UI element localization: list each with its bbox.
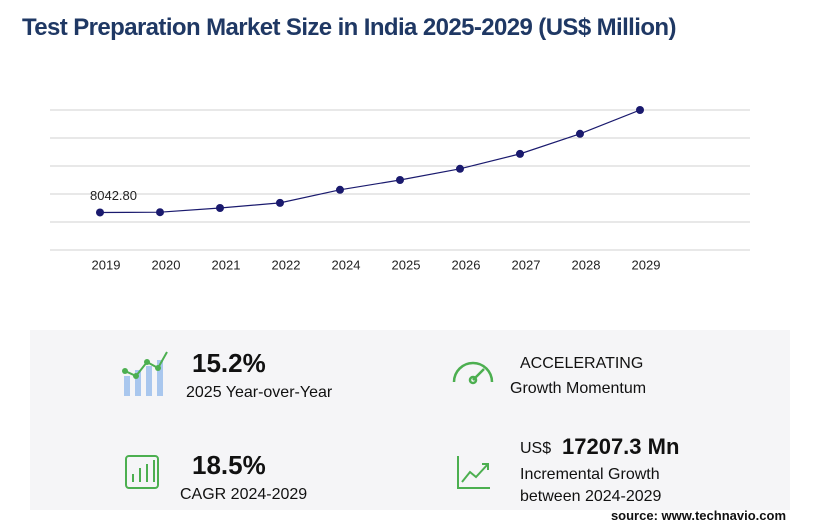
unit: US$ [520, 440, 552, 457]
chart-title: Test Preparation Market Size in India 20… [22, 14, 676, 41]
momentum-value: ACCELERATING [520, 355, 644, 372]
x-tick-label: 2025 [392, 257, 421, 272]
x-tick-label: 2026 [452, 257, 481, 272]
x-tick-label: 2020 [152, 257, 181, 272]
line [99, 109, 641, 214]
source: source: www.technavio.com [610, 508, 786, 523]
cagr-label: CAGR 2024-2029 [180, 486, 308, 503]
marker [516, 149, 524, 158]
icon-bars [122, 351, 168, 396]
marker [396, 176, 404, 184]
x-tick-label: 2019 [92, 257, 121, 272]
yoy-value: 15.2% [192, 348, 266, 378]
icon-gauge [452, 361, 494, 385]
x-tick-label: 2027 [512, 257, 541, 272]
marker [276, 198, 284, 207]
momentum-label: Growth Momentum [510, 380, 647, 397]
marker [576, 129, 584, 138]
x-tick-label: 2029 [632, 257, 661, 272]
incremental-value: 17207.3 Mn [562, 434, 680, 459]
cagr-value: 18.5% [192, 450, 266, 480]
x-tick-label: 2024 [332, 257, 361, 272]
stats-panel [30, 330, 790, 510]
marker [156, 208, 164, 217]
marker [96, 208, 104, 217]
icon-chart [125, 455, 159, 489]
data-label: 8042.80 [90, 188, 137, 203]
marker [216, 204, 224, 212]
icon-growth [457, 456, 490, 489]
marker [636, 106, 644, 114]
x-tick-label: 2028 [572, 257, 601, 272]
incremental-label: Incremental Growth [520, 466, 660, 483]
x-tick-label: 2022 [272, 257, 301, 272]
incremental-label: between 2024-2029 [520, 488, 662, 505]
x-tick-label: 2021 [212, 257, 241, 272]
marker [336, 185, 344, 194]
marker [456, 164, 464, 173]
yoy-label: 2025 Year-over-Year [186, 384, 333, 401]
